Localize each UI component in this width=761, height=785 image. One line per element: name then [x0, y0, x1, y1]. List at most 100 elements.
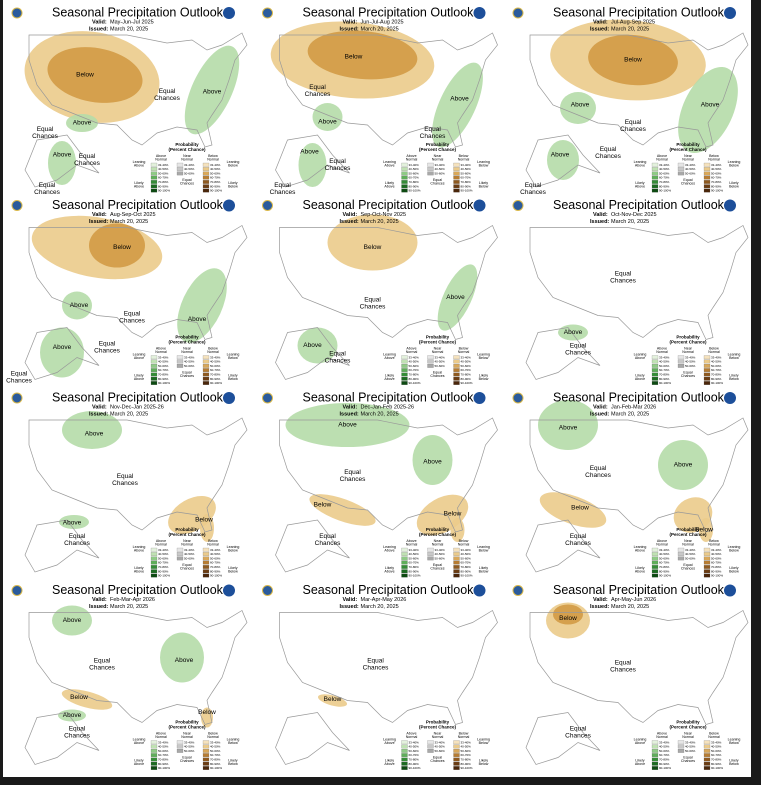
label: Equal — [159, 88, 176, 95]
legend-swatch — [202, 757, 210, 762]
label: Above — [134, 356, 144, 360]
label: Leaning — [383, 737, 396, 741]
legend-swatch — [176, 364, 184, 368]
panel-title: Seasonal Precipitation Outlook — [52, 198, 224, 212]
label: Chances — [520, 189, 546, 196]
label: Above — [384, 570, 394, 574]
label: Equal — [570, 343, 587, 350]
legend-swatch — [176, 162, 184, 167]
legend-bin: 33-40% — [685, 548, 696, 552]
legend-bin: 80-90% — [158, 377, 169, 381]
label: Leaning — [227, 737, 240, 741]
legend-swatch — [176, 355, 184, 360]
legend-bin: 60-70% — [409, 176, 420, 180]
label: Above — [635, 762, 645, 766]
region — [285, 403, 410, 447]
legend-swatch — [202, 556, 210, 561]
legend-swatch — [651, 368, 659, 372]
alaska-outline — [275, 519, 350, 573]
legend-bin: 50-60% — [659, 749, 670, 753]
label: Near — [183, 154, 192, 158]
label: Below — [314, 502, 332, 509]
label: Equal — [182, 370, 191, 374]
valid-date: Feb-Mar-Apr 2026 — [110, 597, 155, 603]
label: Below — [479, 570, 489, 574]
legend-swatch — [202, 355, 210, 360]
legend-swatch — [401, 368, 408, 372]
legend-bin: 33-40% — [435, 548, 446, 552]
label: Below — [208, 539, 218, 543]
region — [678, 66, 738, 154]
region — [312, 103, 343, 131]
legend-swatch — [202, 744, 210, 749]
legend-bin: 70-80% — [158, 565, 169, 569]
legend-swatch — [401, 171, 408, 176]
region — [297, 327, 338, 364]
valid-label: Valid: — [92, 212, 107, 218]
label: Below — [709, 731, 719, 735]
valid-date: Sep-Oct-Nov 2025 — [361, 212, 407, 218]
legend-swatch — [401, 565, 408, 569]
legend-swatch — [401, 766, 408, 770]
label: Normal — [181, 158, 193, 162]
nws-logo — [473, 584, 486, 597]
legend-bin: 90-100% — [409, 381, 421, 385]
map-outline — [529, 224, 749, 340]
legend-bin: 33-40% — [461, 163, 472, 167]
legend-bin: 90-100% — [659, 189, 671, 193]
legend-bin: 33-40% — [461, 548, 472, 552]
legend-swatch — [401, 381, 408, 385]
legend-swatch — [453, 364, 460, 368]
label: Probability — [175, 527, 199, 532]
legend-bin: 90-100% — [158, 766, 170, 770]
legend-swatch — [453, 552, 460, 556]
legend-bin: 40-50% — [184, 167, 195, 171]
label: Equal — [590, 465, 607, 472]
label: Above — [701, 102, 720, 109]
label: Near — [183, 731, 192, 735]
legend-swatch — [150, 188, 158, 193]
label: Equal — [600, 146, 617, 153]
legend-swatch — [703, 761, 711, 766]
legend-swatch — [651, 757, 659, 762]
legend-bin: 80-90% — [210, 377, 221, 381]
legend-swatch — [651, 372, 659, 377]
label: Normal — [432, 735, 444, 739]
label: Likely — [479, 566, 488, 570]
legend-swatch — [453, 757, 460, 762]
label: Equal — [79, 153, 96, 160]
label: Near — [684, 154, 693, 158]
issued-date: March 20, 2025 — [110, 411, 148, 417]
alaska-outline — [24, 712, 100, 765]
label: Chances — [305, 91, 331, 98]
issued-date: March 20, 2025 — [110, 604, 148, 610]
label: Likely — [635, 373, 644, 377]
legend-bin: 50-60% — [210, 556, 221, 560]
legend-swatch — [202, 175, 210, 180]
label: Below — [709, 346, 719, 350]
nws-logo — [724, 392, 736, 404]
region — [560, 92, 596, 124]
label: Likely — [228, 181, 237, 185]
label: Probability — [676, 527, 700, 532]
label: Above — [384, 549, 394, 553]
legend-bin: 80-90% — [158, 762, 169, 766]
noaa-logo — [262, 392, 273, 404]
label: Chances — [6, 378, 32, 385]
region — [588, 34, 678, 86]
alaska-outline — [24, 327, 100, 380]
legend-swatch — [703, 565, 711, 569]
issued-label: Issued: — [590, 604, 609, 610]
legend-bin: 80-90% — [158, 184, 169, 188]
legend-swatch — [150, 757, 158, 762]
label: Above — [559, 425, 578, 432]
legend-bin: 50-60% — [435, 556, 446, 560]
legend-swatch — [401, 560, 408, 565]
label: Equal — [39, 182, 56, 189]
label: Below — [695, 527, 713, 534]
issued-label: Issued: — [590, 219, 609, 225]
